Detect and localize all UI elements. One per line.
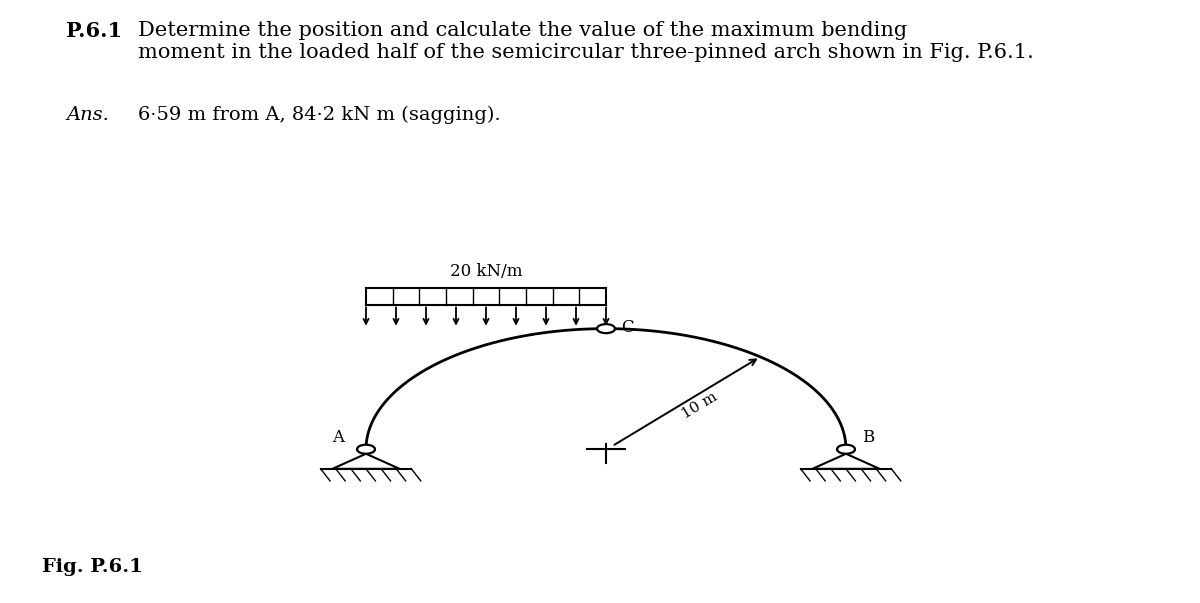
Text: B: B [862,429,874,446]
Circle shape [838,444,856,453]
Text: Ans.: Ans. [66,106,109,124]
Text: 10 m: 10 m [679,390,720,422]
Text: C: C [622,319,635,336]
Circle shape [358,444,374,453]
Text: 6·59 m from A, 84·2 kN m (sagging).: 6·59 m from A, 84·2 kN m (sagging). [138,106,500,124]
Circle shape [598,324,616,333]
Text: Determine the position and calculate the value of the maximum bending
moment in : Determine the position and calculate the… [138,21,1034,62]
Text: 20 kN/m: 20 kN/m [450,264,522,280]
Text: P.6.1: P.6.1 [66,21,122,41]
Text: A: A [332,429,344,446]
Text: Fig. P.6.1: Fig. P.6.1 [42,558,143,576]
